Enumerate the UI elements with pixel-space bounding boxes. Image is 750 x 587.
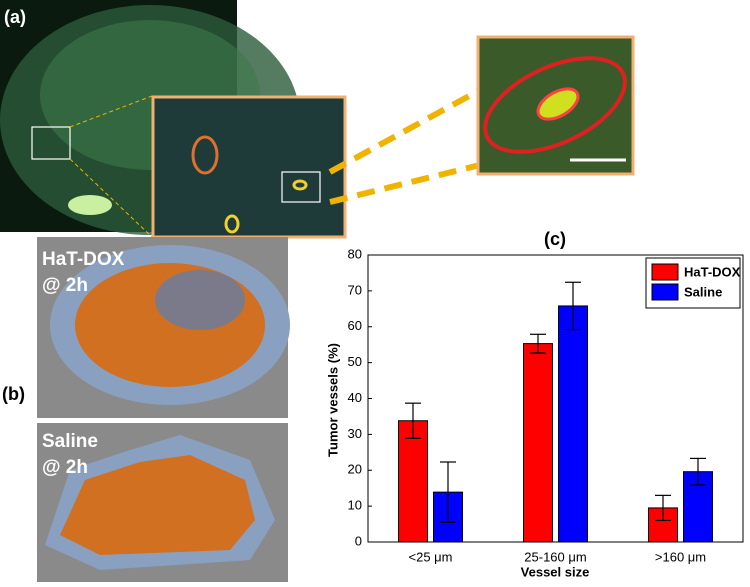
- x-tick-label: >160 μm: [655, 549, 706, 564]
- roi-box: [281, 171, 321, 203]
- error-bar: [530, 333, 546, 354]
- panel-label: (b): [2, 384, 25, 404]
- y-axis-label: Tumor vessels (%): [325, 343, 340, 457]
- y-tick-label: 10: [348, 498, 362, 513]
- y-tick-label: 50: [348, 354, 362, 369]
- bar: [558, 305, 588, 543]
- highlight-ellipse: [483, 56, 627, 154]
- zoom-line: [328, 87, 482, 175]
- y-tick-label: 20: [348, 462, 362, 477]
- x-tick-label: 25-160 μm: [524, 549, 586, 564]
- zoom-line: [69, 158, 153, 238]
- vessel: [224, 214, 240, 234]
- vessel: [191, 135, 219, 175]
- vessel: [536, 87, 580, 121]
- bar: [398, 420, 428, 543]
- zoom-line: [69, 95, 153, 128]
- tissue: [68, 195, 112, 215]
- y-tick-label: 30: [348, 426, 362, 441]
- y-tick-label: 0: [355, 533, 362, 548]
- legend-swatch: [651, 263, 679, 281]
- panel-label: (a): [4, 7, 26, 27]
- x-tick-label: <25 μm: [409, 549, 453, 564]
- roi-box: [31, 126, 71, 160]
- vessel: [292, 179, 308, 191]
- legend-label: HaT-DOX: [684, 264, 741, 279]
- y-tick-label: 80: [348, 246, 362, 261]
- tissue: [155, 270, 245, 330]
- image-labels: HaT-DOX @ 2h Saline @ 2h: [42, 249, 125, 478]
- image-label: HaT-DOX: [42, 249, 125, 270]
- image-label: @ 2h: [42, 457, 88, 478]
- error-bar: [565, 281, 581, 331]
- legend-label: Saline: [684, 284, 722, 299]
- error-bar: [440, 461, 456, 523]
- error-bar: [405, 402, 421, 439]
- error-bar: [690, 457, 706, 486]
- inset-image: [151, 95, 347, 239]
- error-bar: [655, 494, 671, 522]
- y-tick-label: 40: [348, 390, 362, 405]
- x-axis-label: Vessel size: [521, 564, 590, 579]
- image-label: Saline: [42, 431, 98, 452]
- bar: [523, 343, 553, 543]
- y-tick-label: 70: [348, 282, 362, 297]
- tissue: [60, 455, 255, 555]
- legend-swatch: [651, 283, 679, 301]
- y-tick-label: 60: [348, 318, 362, 333]
- zoom-line: [329, 162, 481, 205]
- chart-title: (c): [544, 229, 566, 249]
- image-label: @ 2h: [42, 275, 88, 296]
